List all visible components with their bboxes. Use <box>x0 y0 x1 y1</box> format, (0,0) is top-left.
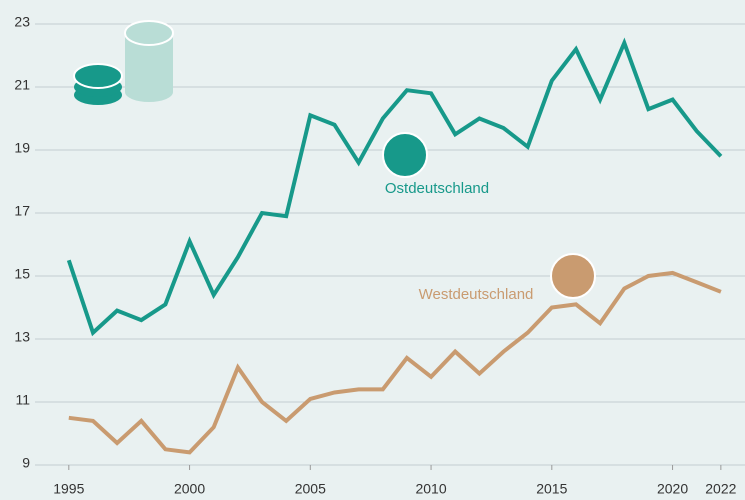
y-tick-label: 17 <box>14 203 30 219</box>
y-tick-label: 19 <box>14 140 30 156</box>
x-tick-label: 2015 <box>536 481 567 497</box>
y-tick-label: 15 <box>14 266 30 282</box>
data-line <box>68 270 722 455</box>
data-line <box>66 37 723 337</box>
map-icon <box>550 253 596 299</box>
x-tick-label: 2005 <box>295 481 326 497</box>
x-tick-label: 2020 <box>657 481 688 497</box>
series-label: Ostdeutschland <box>385 180 489 197</box>
x-tick-label: 2000 <box>174 481 205 497</box>
y-tick-label: 13 <box>14 329 30 345</box>
coin-icon <box>73 20 174 105</box>
x-tick-label: 2022 <box>705 481 736 497</box>
x-tick-label: 2010 <box>415 481 446 497</box>
series-label: Westdeutschland <box>419 286 534 303</box>
y-tick-label: 23 <box>14 14 30 30</box>
y-tick-label: 9 <box>22 455 30 471</box>
y-tick-label: 21 <box>14 77 30 93</box>
x-tick-label: 1995 <box>53 481 84 497</box>
y-tick-label: 11 <box>15 392 30 408</box>
map-icon <box>382 132 428 178</box>
